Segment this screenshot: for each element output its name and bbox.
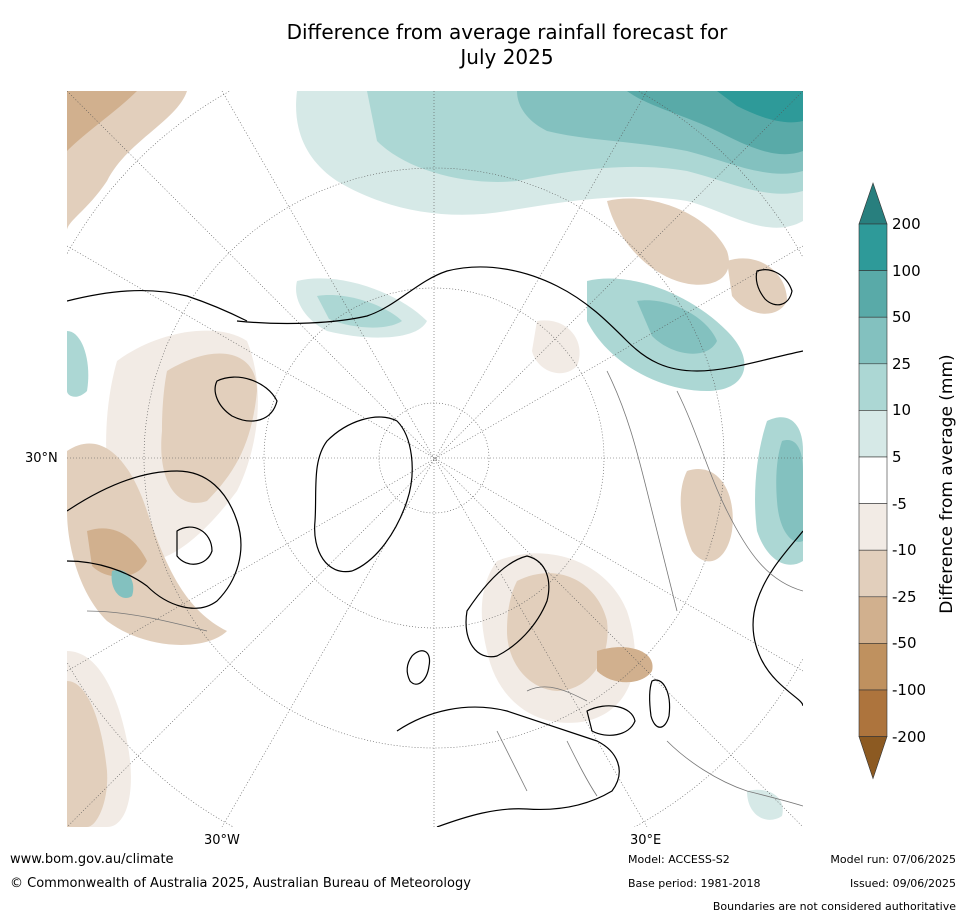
disclaimer: Boundaries are not considered authoritat… bbox=[712, 900, 956, 913]
colorbar-label-10: -100 bbox=[892, 681, 927, 699]
dry-area-northwest-strong bbox=[67, 91, 137, 151]
colorbar-label-1: 100 bbox=[892, 261, 921, 280]
colorbar-label-5: 5 bbox=[892, 448, 902, 466]
dry-area-northwest bbox=[67, 91, 187, 231]
canada-coast bbox=[67, 470, 242, 609]
title-line-1: Difference from average rainfall forecas… bbox=[286, 20, 728, 44]
colorbar-segment-8 bbox=[858, 596, 888, 644]
colorbar-label-11: -200 bbox=[892, 727, 927, 746]
rainfall-map bbox=[67, 91, 803, 827]
alaska-coast bbox=[67, 289, 248, 322]
colorbar-label-3: 25 bbox=[892, 354, 912, 373]
country-borders bbox=[86, 370, 803, 807]
colorbar-top-arrow bbox=[858, 182, 888, 225]
colorbar-segment-10 bbox=[858, 689, 888, 737]
dry-area-usa-strong bbox=[87, 528, 147, 577]
dry-area-central-asia bbox=[532, 320, 580, 374]
model-name: Model: ACCESS-S2 bbox=[628, 853, 730, 866]
dry-area-canada bbox=[161, 353, 257, 503]
kamchatka-coast bbox=[755, 269, 793, 306]
colorbar-label-6: -5 bbox=[892, 494, 907, 513]
canadian-arctic-coast bbox=[214, 376, 278, 422]
europe-coast bbox=[396, 706, 620, 827]
hudson-bay bbox=[176, 526, 213, 565]
lon-label-30w: 30°W bbox=[204, 833, 240, 848]
wet-area-siberia-strong bbox=[637, 300, 717, 354]
dry-area-black-sea bbox=[597, 647, 653, 683]
scandinavia-coast bbox=[465, 555, 550, 658]
colorbar-label-4: 10 bbox=[892, 401, 912, 420]
wet-area-arctic-coast-strong bbox=[317, 295, 402, 328]
model-run: Model run: 07/06/2025 bbox=[830, 853, 956, 866]
colorbar-segment-5 bbox=[858, 456, 888, 504]
map-canvas bbox=[67, 91, 803, 827]
colorbar-segment-1 bbox=[858, 270, 888, 318]
issued-date: Issued: 09/06/2025 bbox=[849, 877, 956, 890]
colorbar-title: Difference from average (mm) bbox=[937, 354, 957, 614]
wet-area-pacific-small bbox=[111, 570, 134, 599]
colorbar-segment-3 bbox=[858, 363, 888, 411]
colorbar-label-0: 200 bbox=[892, 215, 921, 233]
wet-area-west-edge bbox=[67, 331, 89, 397]
graticule bbox=[67, 91, 803, 827]
coastlines bbox=[67, 266, 803, 827]
copyright: © Commonwealth of Australia 2025, Austra… bbox=[10, 876, 471, 891]
wet-area-east-asia-strong bbox=[776, 440, 803, 542]
title-line-2: July 2025 bbox=[460, 45, 554, 69]
dry-area-usa bbox=[67, 443, 227, 645]
colorbar-segment-7 bbox=[858, 549, 888, 598]
colorbar-segment-9 bbox=[858, 643, 888, 691]
colorbar bbox=[858, 182, 888, 782]
wet-area-northeast-max bbox=[717, 91, 803, 123]
dry-area-east-siberia bbox=[727, 258, 787, 314]
colorbar-segment-0 bbox=[858, 223, 888, 271]
colorbar-label-8: -25 bbox=[892, 587, 917, 606]
colorbar-segment-2 bbox=[858, 316, 888, 365]
colorbar-bottom-arrow bbox=[858, 736, 888, 780]
colorbar-label-7: -10 bbox=[892, 541, 917, 560]
caspian-sea bbox=[649, 679, 671, 728]
wet-area-southeast bbox=[747, 789, 783, 820]
colorbar-segment-6 bbox=[858, 503, 888, 551]
east-asia-coast bbox=[752, 530, 803, 707]
dry-area-east-asia bbox=[680, 469, 733, 562]
dry-area-eastern-europe bbox=[507, 573, 608, 691]
website-link[interactable]: www.bom.gov.au/climate bbox=[10, 852, 174, 867]
base-period: Base period: 1981-2018 bbox=[628, 877, 761, 890]
greenland-coast bbox=[314, 416, 413, 573]
black-sea bbox=[586, 705, 636, 736]
lat-label-30n: 30°N bbox=[25, 451, 58, 466]
colorbar-segment-4 bbox=[858, 410, 888, 458]
lon-label-30e: 30°E bbox=[630, 833, 662, 848]
map-title: Difference from average rainfall forecas… bbox=[200, 20, 814, 70]
uk-coast bbox=[406, 650, 431, 685]
anomaly-shading bbox=[67, 91, 803, 827]
dry-area-siberia bbox=[607, 198, 729, 285]
colorbar-svg bbox=[858, 182, 888, 780]
colorbar-label-2: 50 bbox=[892, 308, 912, 327]
colorbar-label-9: -50 bbox=[892, 634, 917, 653]
siberia-coast bbox=[236, 266, 803, 372]
dry-area-pacific-strong bbox=[67, 681, 108, 827]
